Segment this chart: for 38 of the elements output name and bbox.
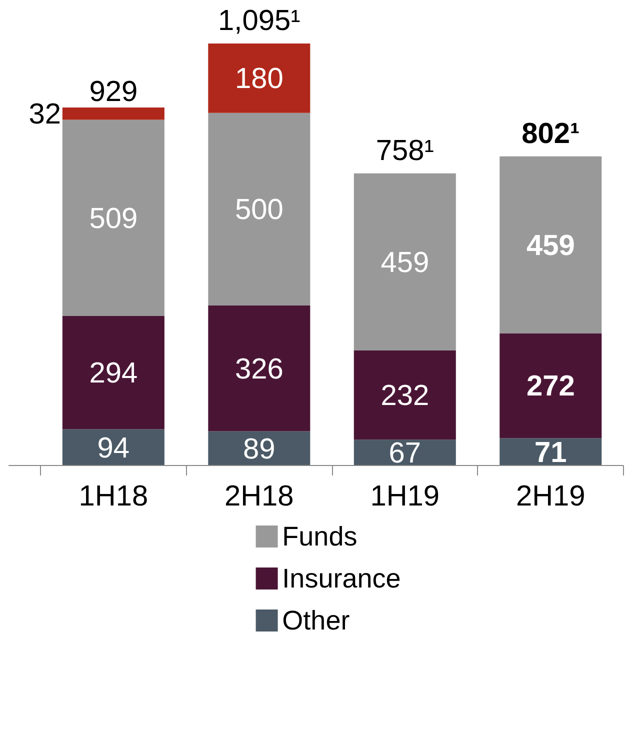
x-tick-label: 1H19 bbox=[370, 480, 440, 512]
data-label: 500 bbox=[234, 194, 284, 226]
data-label: 272 bbox=[526, 370, 575, 403]
x-tick-label: 2H18 bbox=[224, 480, 294, 512]
legend-label: Other bbox=[282, 606, 350, 636]
bar bbox=[208, 306, 310, 432]
total-label: 929 bbox=[89, 76, 138, 108]
total-label: 802¹ bbox=[522, 118, 580, 150]
bar bbox=[62, 429, 164, 466]
data-label: 326 bbox=[234, 353, 284, 386]
data-label: 459 bbox=[380, 246, 430, 279]
bar bbox=[208, 431, 310, 466]
bar bbox=[208, 112, 310, 306]
bar bbox=[354, 440, 456, 466]
bar bbox=[208, 43, 310, 113]
data-label: 67 bbox=[388, 438, 422, 470]
total-label: 758¹ bbox=[376, 135, 434, 168]
data-label: 509 bbox=[89, 202, 138, 235]
bar bbox=[62, 120, 164, 316]
x-tick-label: 1H18 bbox=[78, 480, 148, 512]
legend-label: Insurance bbox=[282, 564, 401, 594]
bar bbox=[62, 107, 164, 120]
bar bbox=[354, 350, 456, 440]
bar bbox=[500, 156, 602, 334]
data-label: 71 bbox=[534, 436, 567, 469]
data-label: 459 bbox=[526, 230, 575, 262]
data-label: 94 bbox=[97, 432, 130, 464]
bar bbox=[354, 173, 456, 350]
data-label: 180 bbox=[234, 63, 284, 96]
data-label: 232 bbox=[380, 380, 430, 412]
bar bbox=[62, 316, 164, 430]
data-label: 32 bbox=[28, 98, 61, 131]
x-tick-label: 2H19 bbox=[516, 480, 586, 512]
legend-label: Funds bbox=[282, 522, 358, 552]
data-label: 294 bbox=[89, 358, 138, 390]
bar bbox=[500, 333, 602, 438]
data-label: 89 bbox=[243, 433, 276, 466]
total-label: 1,095¹ bbox=[218, 5, 301, 38]
